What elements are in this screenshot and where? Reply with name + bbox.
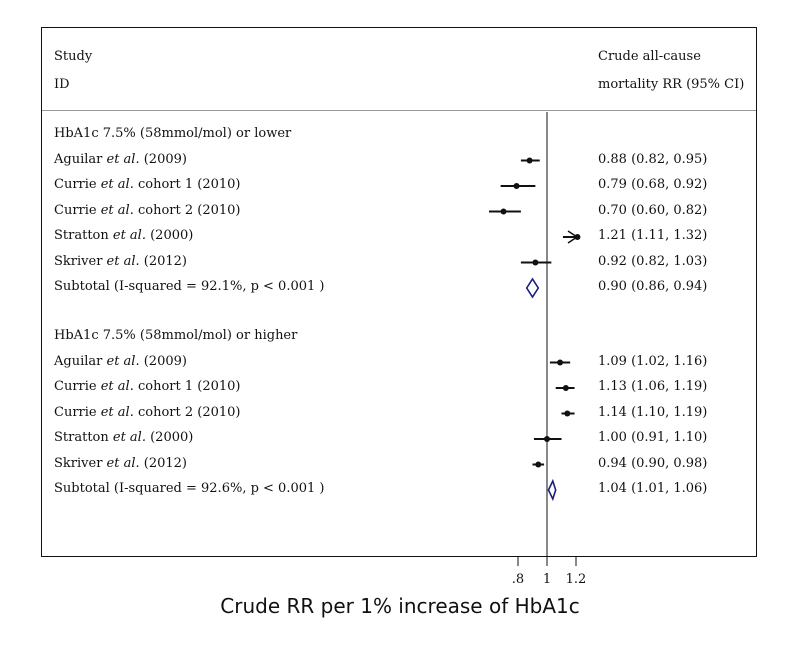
id-column-header: ID xyxy=(54,77,70,92)
subtotal-diamond xyxy=(547,478,557,502)
point-estimate xyxy=(535,461,542,468)
study-ci-value: 1.14 (1.10, 1.19) xyxy=(598,404,708,420)
study-ci-value: 0.92 (0.82, 1.03) xyxy=(598,253,708,269)
group-title: HbA1c 7.5% (58mmol/mol) or higher xyxy=(54,328,298,343)
study-author: Currie xyxy=(54,177,101,192)
study-column-header: Study xyxy=(54,49,93,64)
study-suffix: (2000) xyxy=(145,430,194,445)
point-estimate xyxy=(557,359,564,366)
study-author: Skriver xyxy=(54,455,107,471)
study-suffix: (2009) xyxy=(139,151,187,167)
study-author: Currie xyxy=(54,404,101,420)
study-label: Skriver et al. (2012) xyxy=(54,456,187,472)
study-label: Currie et al. cohort 2 (2010) xyxy=(54,405,240,421)
study-author: Stratton xyxy=(54,430,113,445)
tick-label: 1.2 xyxy=(565,572,587,587)
study-suffix: (2009) xyxy=(139,353,187,369)
study-etal: et al. xyxy=(106,353,140,369)
study-ci-value: 0.94 (0.90, 0.98) xyxy=(598,455,708,471)
subtotal-diamond xyxy=(525,277,540,299)
study-label: Currie et al. cohort 1 (2010) xyxy=(54,177,240,193)
study-suffix: (2000) xyxy=(145,228,194,243)
point-estimate xyxy=(526,157,533,164)
subtotal-label: Subtotal (I-squared = 92.1%, p < 0.001 ) xyxy=(54,279,325,294)
study-ci-value: 0.79 (0.68, 0.92) xyxy=(598,177,708,192)
study-ci-value: 1.00 (0.91, 1.10) xyxy=(598,430,708,445)
study-suffix: (2012) xyxy=(139,253,188,269)
study-etal: et al. xyxy=(100,379,134,394)
tick-label: 1 xyxy=(542,572,552,587)
study-author: Stratton xyxy=(54,228,113,243)
study-ci-value: 0.70 (0.60, 0.82) xyxy=(598,202,708,218)
subtotal-label: Subtotal (I-squared = 92.6%, p < 0.001 ) xyxy=(54,481,325,496)
point-estimate xyxy=(564,410,571,417)
ci-column-header-line1: Crude all-cause xyxy=(598,49,701,64)
study-ci-value: 1.21 (1.11, 1.32) xyxy=(598,228,708,243)
study-etal: et al. xyxy=(106,151,140,167)
subtotal-ci-value: 0.90 (0.86, 0.94) xyxy=(598,279,708,294)
study-label: Currie et al. cohort 2 (2010) xyxy=(54,203,240,219)
study-etal: et al. xyxy=(106,455,140,471)
study-suffix: cohort 2 (2010) xyxy=(133,404,241,420)
study-ci-value: 1.13 (1.06, 1.19) xyxy=(598,379,708,394)
study-label: Currie et al. cohort 1 (2010) xyxy=(54,379,240,395)
point-estimate xyxy=(500,208,507,215)
ci-column-header-line2: mortality RR (95% CI) xyxy=(598,77,745,92)
study-suffix: cohort 1 (2010) xyxy=(133,379,241,394)
group-title: HbA1c 7.5% (58mmol/mol) or lower xyxy=(54,126,292,141)
subtotal-ci-value: 1.04 (1.01, 1.06) xyxy=(598,481,708,496)
study-label: Aguilar et al. (2009) xyxy=(54,152,187,168)
header-divider xyxy=(42,110,756,111)
study-etal: et al. xyxy=(100,177,134,192)
study-label: Stratton et al. (2000) xyxy=(54,228,193,244)
study-etal: et al. xyxy=(106,253,140,269)
study-label: Skriver et al. (2012) xyxy=(54,254,187,270)
study-ci-value: 0.88 (0.82, 0.95) xyxy=(598,151,708,167)
study-author: Aguilar xyxy=(54,151,107,167)
study-author: Currie xyxy=(54,202,101,218)
study-etal: et al. xyxy=(100,404,134,420)
point-estimate xyxy=(513,183,520,189)
study-ci-value: 1.09 (1.02, 1.16) xyxy=(598,353,708,369)
study-etal: et al. xyxy=(112,430,146,445)
tick-label: .8 xyxy=(511,572,525,587)
study-author: Skriver xyxy=(54,253,107,269)
plot-frame xyxy=(41,27,757,557)
study-author: Currie xyxy=(54,379,101,394)
study-suffix: cohort 1 (2010) xyxy=(133,177,241,192)
study-label: Stratton et al. (2000) xyxy=(54,430,193,446)
point-estimate xyxy=(562,385,569,391)
study-etal: et al. xyxy=(100,202,134,218)
point-estimate xyxy=(574,234,581,240)
study-suffix: cohort 2 (2010) xyxy=(133,202,241,218)
study-etal: et al. xyxy=(112,228,146,243)
x-axis-title: Crude RR per 1% increase of HbA1c xyxy=(220,594,580,618)
point-estimate xyxy=(532,259,539,266)
study-author: Aguilar xyxy=(54,353,107,369)
study-label: Aguilar et al. (2009) xyxy=(54,354,187,370)
study-suffix: (2012) xyxy=(139,455,188,471)
